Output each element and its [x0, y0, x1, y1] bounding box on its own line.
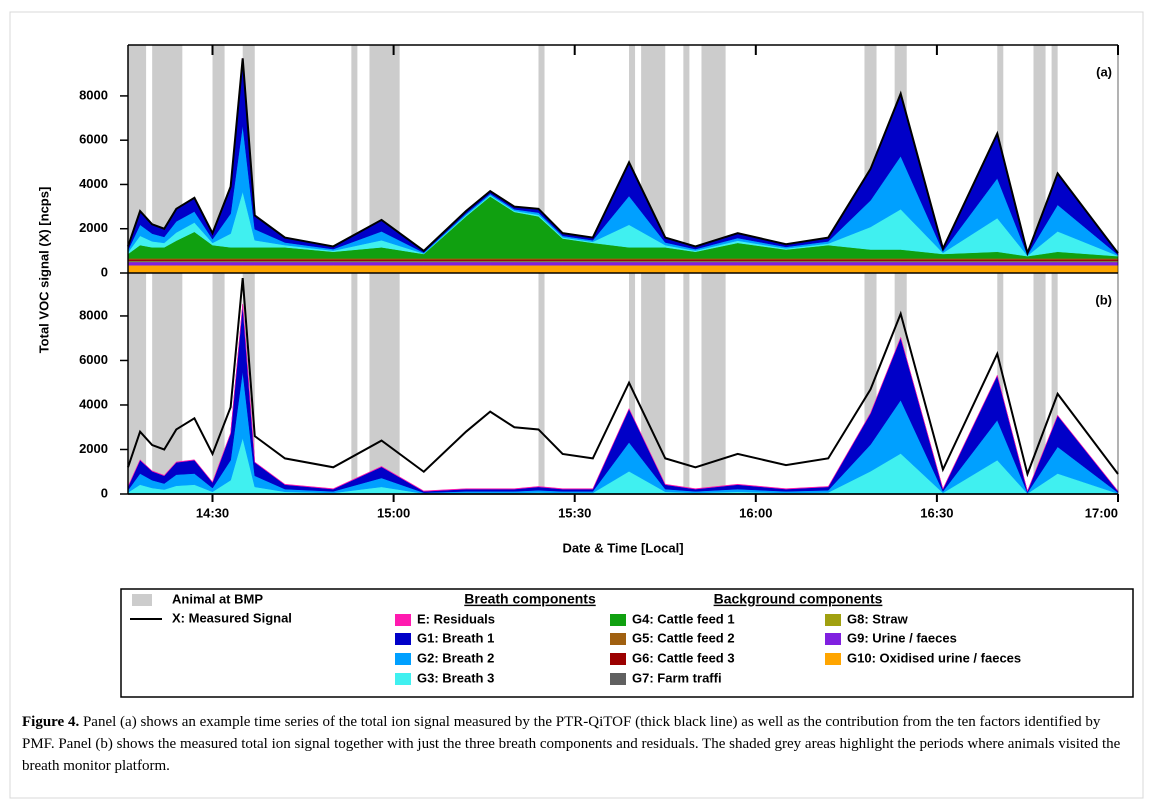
- y-axis-title: Total VOC signal (X) [ncps]: [36, 187, 51, 354]
- y-tick-label: 6000: [79, 352, 108, 367]
- plot-layer: [127, 58, 1119, 495]
- y-tick-label: 8000: [79, 87, 108, 102]
- legend-swatch: [825, 633, 841, 645]
- legend-swatch: [132, 594, 152, 606]
- legend-swatch: [825, 614, 841, 626]
- legend-label: G1: Breath 1: [417, 630, 494, 645]
- legend-label: Animal at BMP: [172, 591, 263, 606]
- x-tick-label: 14:30: [196, 505, 229, 520]
- legend-swatch: [610, 653, 626, 665]
- legend-label: G8: Straw: [847, 611, 909, 626]
- legend-swatch: [395, 673, 411, 685]
- y-tick-label: 8000: [79, 307, 108, 322]
- legend-swatch: [610, 633, 626, 645]
- x-tick-label: 15:30: [558, 505, 591, 520]
- legend-label: E: Residuals: [417, 611, 495, 626]
- legend-label: G10: Oxidised urine / faeces: [847, 650, 1021, 665]
- caption: Figure 4. Panel (a) shows an example tim…: [22, 711, 1132, 777]
- panel-label: (a): [1096, 64, 1112, 79]
- y-tick-label: 2000: [79, 220, 108, 235]
- panel-label: (b): [1095, 292, 1112, 307]
- legend-label: G7: Farm traffi: [632, 670, 722, 685]
- legend-label: G2: Breath 2: [417, 650, 494, 665]
- axes-layer: 0 2000 4000 6000 8000 (a) 0 2000 4000 6000 8000 (b)…: [79, 44, 1119, 520]
- x-tick-label: 16:30: [920, 505, 953, 520]
- legend-box: [120, 588, 1134, 698]
- legend-swatch: [610, 614, 626, 626]
- measured-line: [127, 58, 1119, 257]
- x-tick-label: 16:00: [739, 505, 772, 520]
- legend-label: G5: Cattle feed 2: [632, 630, 735, 645]
- legend-label: G3: Breath 3: [417, 670, 494, 685]
- x-tick-label: 17:00: [1085, 505, 1118, 520]
- legend-label: G6: Cattle feed 3: [632, 650, 735, 665]
- x-tick-label: 15:00: [377, 505, 410, 520]
- y-tick-label: 4000: [79, 176, 108, 191]
- legend-group-title: Breath components: [464, 591, 596, 607]
- legend: Breath components Background components …: [130, 591, 1021, 685]
- y-tick-label: 2000: [79, 441, 108, 456]
- y-tick-label: 0: [101, 264, 108, 279]
- caption-label: Figure 4.: [22, 714, 80, 730]
- legend-swatch: [610, 673, 626, 685]
- area: [127, 261, 1119, 266]
- legend-swatch: [395, 614, 411, 626]
- legend-swatch: [825, 653, 841, 665]
- legend-swatch: [395, 653, 411, 665]
- legend-label: X: Measured Signal: [172, 610, 292, 625]
- measured-line: [127, 278, 1119, 478]
- legend-label: G9: Urine / faeces: [847, 630, 957, 645]
- legend-swatch: [395, 633, 411, 645]
- area: [127, 265, 1119, 274]
- legend-label: G4: Cattle feed 1: [632, 611, 735, 626]
- x-axis-title: Date & Time [Local]: [562, 540, 683, 555]
- y-tick-label: 6000: [79, 132, 108, 147]
- caption-text: Panel (a) shows an example time series o…: [22, 714, 1121, 774]
- y-tick-label: 0: [101, 485, 108, 500]
- legend-group-title: Background components: [714, 591, 883, 607]
- y-tick-label: 4000: [79, 396, 108, 411]
- page-frame: [9, 11, 1144, 799]
